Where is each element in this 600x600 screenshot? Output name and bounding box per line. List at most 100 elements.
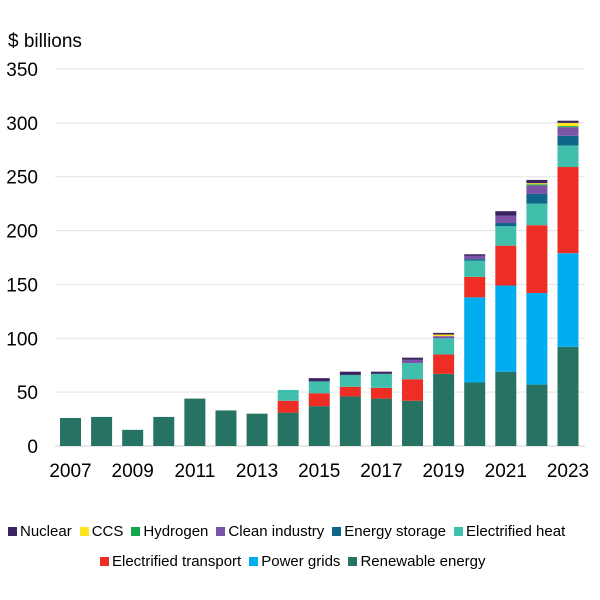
bar-segment-electrified-transport-2017 bbox=[370, 387, 392, 399]
bar-stack-2013 bbox=[246, 413, 268, 446]
bar-segment-renewable-energy-2020 bbox=[464, 382, 486, 446]
legend-label: Energy storage bbox=[344, 523, 447, 540]
bar-stack-2018 bbox=[402, 357, 424, 446]
x-tick-label: 2013 bbox=[236, 461, 278, 482]
bar-stack-2021 bbox=[495, 211, 517, 446]
legend-swatch bbox=[348, 557, 358, 566]
bar-segment-ccs-2019 bbox=[433, 334, 455, 337]
bar-segment-renewable-energy-2008 bbox=[91, 416, 113, 446]
bar-stack-2014 bbox=[277, 389, 299, 446]
bar-segment-nuclear-2017 bbox=[370, 371, 392, 374]
bars bbox=[60, 120, 579, 446]
legend-item-power-grids: Power grids bbox=[249, 553, 340, 570]
bar-stack-2017 bbox=[370, 371, 392, 446]
bar-segment-nuclear-2023 bbox=[557, 120, 579, 123]
bar-segment-ccs-2022 bbox=[526, 183, 548, 185]
bar-segment-electrified-heat-2020 bbox=[464, 260, 486, 277]
bar-segment-renewable-energy-2014 bbox=[277, 412, 299, 446]
legend-item-nuclear: Nuclear bbox=[8, 523, 72, 540]
legend-swatch bbox=[454, 527, 464, 536]
bar-stack-2023 bbox=[557, 120, 579, 446]
bar-segment-renewable-energy-2011 bbox=[184, 398, 206, 446]
bar-segment-power-grids-2020 bbox=[464, 297, 486, 383]
legend-label: Hydrogen bbox=[143, 523, 209, 540]
bar-segment-renewable-energy-2007 bbox=[60, 417, 81, 446]
gridlines bbox=[55, 68, 585, 447]
bar-segment-power-grids-2022 bbox=[526, 293, 548, 385]
x-tick-label: 2023 bbox=[547, 461, 589, 482]
bar-segment-electrified-transport-2018 bbox=[402, 379, 424, 401]
bar-segment-renewable-energy-2017 bbox=[370, 398, 392, 446]
legend-label: Power grids bbox=[261, 553, 341, 570]
bar-stack-2019 bbox=[433, 332, 455, 446]
bar-segment-renewable-energy-2012 bbox=[215, 410, 237, 446]
legend-item-electrified-transport: Electrified transport bbox=[100, 553, 241, 570]
x-tick-label: 2015 bbox=[298, 461, 340, 482]
legend-item-hydrogen: Hydrogen bbox=[131, 523, 208, 540]
bar-segment-ccs-2023 bbox=[557, 122, 579, 127]
legend-swatch bbox=[332, 527, 342, 536]
bar-segment-clean-industry-2020 bbox=[464, 255, 486, 260]
y-tick-label: 200 bbox=[6, 222, 38, 243]
legend-item-ccs: CCS bbox=[79, 523, 124, 540]
y-axis-tick-labels: 0 50 100 150 200 250 300 350 bbox=[6, 60, 38, 458]
legend-swatch bbox=[79, 527, 89, 536]
legend-label: Renewable energy bbox=[360, 553, 486, 570]
bar-segment-renewable-energy-2023 bbox=[557, 346, 579, 446]
bar-segment-power-grids-2021 bbox=[495, 285, 517, 372]
bar-segment-electrified-heat-2017 bbox=[370, 373, 392, 388]
legend-item-energy-storage: Energy storage bbox=[332, 523, 446, 540]
bar-segment-electrified-transport-2020 bbox=[464, 276, 486, 298]
bar-segment-electrified-heat-2016 bbox=[339, 374, 361, 387]
bar-segment-electrified-transport-2023 bbox=[557, 167, 579, 254]
y-tick-label: 250 bbox=[6, 168, 38, 189]
x-tick-label: 2017 bbox=[360, 461, 402, 482]
bar-segment-clean-industry-2021 bbox=[495, 215, 517, 224]
bar-segment-renewable-energy-2019 bbox=[433, 373, 455, 446]
bar-stack-2012 bbox=[215, 410, 237, 446]
bar-segment-energy-storage-2020 bbox=[464, 259, 486, 261]
x-axis-tick-labels: 2007 2009 2011 2013 2015 2017 2019 2021 2023 bbox=[49, 461, 589, 482]
y-tick-label: 0 bbox=[27, 437, 38, 458]
bar-segment-hydrogen-2023 bbox=[557, 126, 579, 128]
bar-segment-electrified-heat-2021 bbox=[495, 226, 517, 246]
bar-segment-electrified-transport-2015 bbox=[308, 393, 330, 407]
legend-label: Clean industry bbox=[228, 523, 325, 540]
x-tick-label: 2007 bbox=[49, 461, 91, 482]
bar-segment-renewable-energy-2013 bbox=[246, 413, 268, 446]
bar-segment-hydrogen-2022 bbox=[526, 184, 548, 186]
legend-label: Electrified transport bbox=[112, 553, 242, 570]
legend-swatch bbox=[249, 557, 259, 566]
bar-segment-renewable-energy-2022 bbox=[526, 384, 548, 446]
bar-segment-nuclear-2022 bbox=[526, 179, 548, 184]
legend-item-electrified-heat: Electrified heat bbox=[454, 523, 565, 540]
bar-segment-power-grids-2023 bbox=[557, 253, 579, 347]
bar-segment-clean-industry-2019 bbox=[433, 336, 455, 339]
y-tick-label: 50 bbox=[17, 383, 38, 404]
x-tick-label: 2021 bbox=[485, 461, 527, 482]
x-tick-label: 2011 bbox=[174, 461, 215, 482]
bar-segment-electrified-transport-2021 bbox=[495, 245, 517, 286]
bar-segment-electrified-heat-2018 bbox=[402, 363, 424, 380]
bar-segment-electrified-heat-2015 bbox=[308, 381, 330, 394]
bar-segment-electrified-heat-2023 bbox=[557, 145, 579, 168]
bar-segment-nuclear-2016 bbox=[339, 371, 361, 375]
legend-label: Electrified heat bbox=[466, 523, 566, 540]
x-tick-label: 2009 bbox=[112, 461, 154, 482]
legend-label: CCS bbox=[91, 523, 124, 540]
legend-row-1: Nuclear CCS Hydrogen Clean industry Energy s… bbox=[8, 523, 573, 540]
bar-stack-2020 bbox=[464, 254, 486, 446]
bar-segment-renewable-energy-2016 bbox=[339, 396, 361, 446]
bar-segment-nuclear-2019 bbox=[433, 332, 455, 335]
bar-segment-energy-storage-2021 bbox=[495, 223, 517, 227]
legend-row-2: Electrified transport Power grids Renewabl… bbox=[100, 553, 494, 570]
bar-stack-2009 bbox=[122, 429, 144, 446]
bar-segment-renewable-energy-2021 bbox=[495, 371, 517, 446]
bar-segment-renewable-energy-2018 bbox=[402, 400, 424, 446]
legend-swatch bbox=[216, 527, 226, 536]
bar-segment-electrified-heat-2022 bbox=[526, 203, 548, 226]
bar-segment-clean-industry-2018 bbox=[402, 359, 424, 364]
bar-segment-renewable-energy-2009 bbox=[122, 429, 144, 446]
bar-segment-nuclear-2021 bbox=[495, 211, 517, 216]
bar-stack-2011 bbox=[184, 398, 206, 446]
